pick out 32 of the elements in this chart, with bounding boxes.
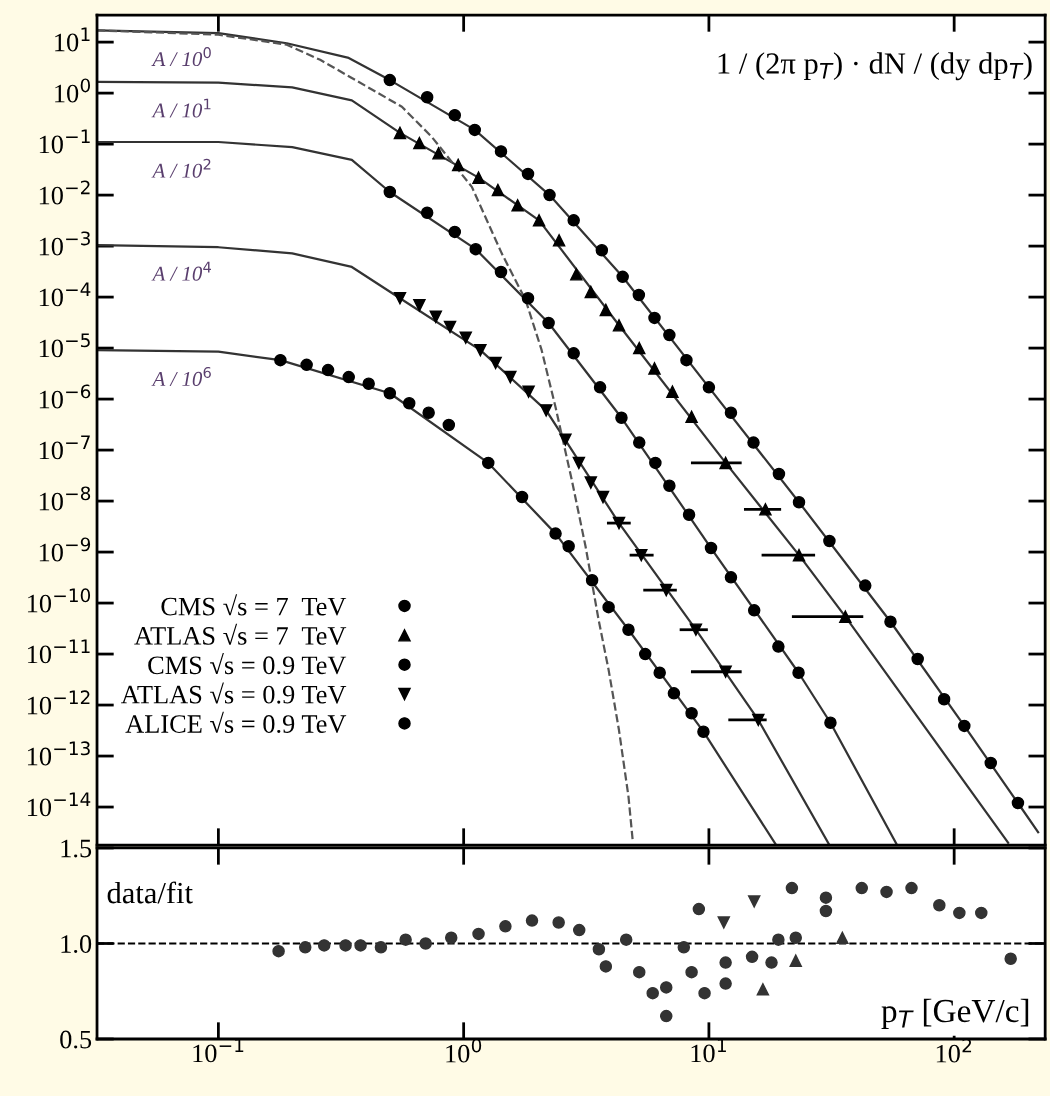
y-tick-label: 10$^{−14}$	[27, 792, 91, 817]
y-tick-label: 10$^{−1}$	[39, 129, 90, 154]
y-tick-label: 10$^{−2}$	[39, 180, 90, 205]
annotation: A / 10$^{1}$	[151, 98, 211, 118]
legend-label: CMS √s = 0.9 TeV	[148, 653, 347, 675]
y-tick-label: 10$^{−11}$	[27, 639, 90, 664]
y-tick-label: 10$^{−5}$	[39, 333, 90, 358]
annotation: A / 10$^{6}$	[151, 366, 211, 386]
y-tick-label: 10$^{−6}$	[39, 384, 91, 409]
y-tick-label: 10$^{−4}$	[39, 282, 91, 307]
y-tick-label: 10$^{−8}$	[39, 486, 91, 511]
annotation: A / 10$^{2}$	[151, 158, 211, 178]
annotation: A / 10$^{0}$	[151, 47, 211, 67]
y-tick-label: 10$^{−10}$	[27, 588, 91, 613]
y-tick-label: 10$^{−13}$	[27, 741, 90, 766]
x-axis-title: p$_{T}$ [GeV/c]	[881, 998, 1029, 1030]
legend-label: ATLAS √s = 0.9 TeV	[121, 682, 347, 704]
y-tick-label: 10$^{−7}$	[39, 435, 90, 460]
legend-label: CMS √s = 7 TeV	[161, 594, 347, 616]
y-tick-label: 0.5	[60, 1030, 92, 1049]
annotation: data/fit	[107, 881, 193, 904]
y-tick-label: 10$^{1}$	[55, 27, 90, 52]
y-tick-label: 1.5	[61, 839, 92, 858]
y-tick-label: 1.0	[61, 935, 92, 954]
y-tick-label: 10$^{−3}$	[39, 231, 90, 256]
annotation: 1 / (2π p$_{T}$) · dN / (dy dp$_{T}$)	[718, 52, 1032, 81]
y-tick-label: 10$^{−12}$	[27, 690, 90, 715]
legend-label: ALICE √s = 0.9 TeV	[125, 711, 347, 734]
y-tick-label: 10$^{−9}$	[39, 537, 91, 562]
legend-label: ATLAS √s = 7 TeV	[134, 623, 347, 645]
annotation: A / 10$^{4}$	[151, 261, 211, 281]
y-tick-label: 10$^{0}$	[55, 78, 91, 103]
